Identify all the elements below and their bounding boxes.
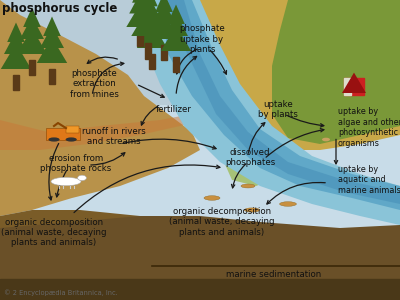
Bar — [145, 43, 151, 59]
Text: © 2 Encyclopædia Britannica, Inc.: © 2 Encyclopædia Britannica, Inc. — [4, 290, 118, 296]
Polygon shape — [1, 44, 31, 69]
Text: fertilizer: fertilizer — [156, 105, 192, 114]
Polygon shape — [149, 14, 179, 39]
Text: phosphate
extraction
from mines: phosphate extraction from mines — [70, 69, 118, 99]
Bar — [13, 75, 19, 90]
Text: uptake by
algae and other
photosynthetic
organisms: uptake by algae and other photosynthetic… — [338, 107, 400, 148]
Text: organic decomposition
(animal waste, decaying
plants and animals): organic decomposition (animal waste, dec… — [169, 207, 275, 237]
Polygon shape — [0, 0, 200, 216]
Text: runoff in rivers
and streams: runoff in rivers and streams — [82, 127, 146, 146]
Polygon shape — [137, 22, 167, 48]
Text: uptake by
aquatic and
marine animals: uptake by aquatic and marine animals — [338, 165, 400, 195]
Polygon shape — [164, 14, 188, 36]
Polygon shape — [138, 0, 158, 6]
Ellipse shape — [244, 208, 260, 212]
Polygon shape — [152, 2, 176, 24]
Bar — [66, 126, 79, 134]
Polygon shape — [0, 114, 200, 150]
Ellipse shape — [51, 177, 81, 186]
Bar — [344, 78, 364, 94]
Polygon shape — [168, 0, 400, 204]
Polygon shape — [129, 0, 151, 14]
Polygon shape — [4, 32, 28, 54]
Polygon shape — [192, 0, 400, 150]
Polygon shape — [131, 8, 165, 36]
Bar — [46, 128, 80, 140]
Polygon shape — [135, 0, 161, 20]
Text: dissolved
phosphates: dissolved phosphates — [225, 148, 275, 167]
Text: organic decomposition
(animal waste, decaying
plants and animals): organic decomposition (animal waste, dec… — [1, 218, 107, 248]
Polygon shape — [272, 0, 400, 144]
Bar — [0, 279, 400, 300]
Ellipse shape — [78, 175, 86, 181]
Text: marine sedimentation: marine sedimentation — [226, 270, 322, 279]
Bar — [161, 45, 167, 60]
Polygon shape — [224, 144, 272, 186]
Polygon shape — [0, 210, 200, 300]
Polygon shape — [161, 26, 191, 51]
Polygon shape — [0, 216, 400, 300]
Polygon shape — [23, 8, 41, 27]
Ellipse shape — [66, 137, 77, 142]
Polygon shape — [144, 0, 400, 225]
Bar — [344, 78, 351, 94]
Text: phosphate
uptake by
plants: phosphate uptake by plants — [179, 24, 225, 54]
Polygon shape — [17, 28, 47, 54]
Bar — [149, 54, 155, 69]
Polygon shape — [167, 4, 185, 24]
Bar — [173, 57, 179, 72]
Polygon shape — [342, 73, 366, 93]
Ellipse shape — [241, 184, 255, 188]
Polygon shape — [40, 26, 64, 48]
Bar — [49, 69, 55, 84]
Polygon shape — [155, 0, 173, 12]
Ellipse shape — [322, 138, 330, 141]
Polygon shape — [160, 0, 400, 210]
Polygon shape — [20, 16, 44, 39]
Ellipse shape — [280, 202, 296, 206]
Polygon shape — [126, 4, 154, 27]
Polygon shape — [43, 16, 61, 36]
Ellipse shape — [204, 196, 220, 200]
Polygon shape — [140, 11, 164, 33]
Polygon shape — [143, 2, 161, 21]
Polygon shape — [132, 0, 148, 3]
Text: phosphorus cycle: phosphorus cycle — [2, 2, 117, 15]
Text: erosion from
phosphate rocks: erosion from phosphate rocks — [40, 154, 112, 173]
Polygon shape — [0, 0, 180, 105]
Bar — [138, 32, 142, 46]
Polygon shape — [37, 38, 67, 63]
Ellipse shape — [48, 137, 60, 142]
Text: uptake
by plants: uptake by plants — [258, 100, 298, 119]
Bar — [29, 60, 35, 75]
Polygon shape — [7, 22, 25, 42]
